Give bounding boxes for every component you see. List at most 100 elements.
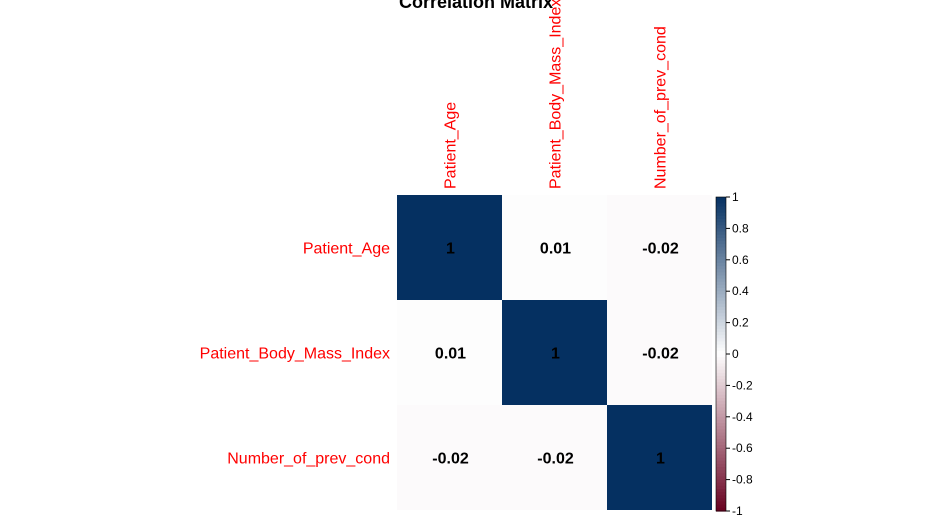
color-legend-tick-label: -0.2	[732, 378, 753, 392]
color-legend-segment	[716, 350, 726, 355]
color-legend-segment	[716, 259, 726, 264]
color-legend-segment	[716, 360, 726, 365]
color-legend-tick-label: 1	[732, 190, 739, 204]
cell-value-1-2: 0.01	[540, 241, 571, 258]
color-legend-segment	[716, 501, 726, 506]
color-legend-segment	[716, 448, 726, 452]
color-legend-segment	[716, 272, 726, 277]
color-legend-segment	[716, 495, 726, 500]
color-legend-segment	[716, 385, 726, 390]
color-legend-segment	[716, 338, 726, 343]
color-legend-segment	[716, 388, 726, 393]
color-legend-segment	[716, 344, 726, 349]
color-legend-segment	[716, 397, 726, 402]
cell-value-2-3: -0.02	[642, 346, 679, 363]
heatmap-cell-2-3	[607, 300, 712, 405]
color-legend-segment	[716, 394, 726, 399]
heatmap-cell-3-1	[397, 405, 502, 510]
color-legend-segment	[716, 454, 726, 459]
color-legend-segment	[716, 244, 726, 248]
color-legend-segment	[716, 266, 726, 270]
color-legend-tick-label: -0.4	[732, 410, 753, 424]
color-legend-segment	[716, 325, 726, 330]
color-legend-segment	[716, 206, 726, 211]
color-legend-segment	[716, 504, 726, 509]
color-legend-segment	[716, 284, 726, 289]
color-legend-segment	[716, 423, 726, 427]
color-legend-segment	[716, 498, 726, 503]
color-legend-segment	[716, 416, 726, 421]
color-legend-segment	[716, 426, 726, 430]
color-legend-segment	[716, 253, 726, 258]
color-legend-segment	[716, 441, 726, 446]
color-legend-segment	[716, 278, 726, 283]
color-legend-segment	[716, 485, 726, 490]
color-legend-segment	[716, 197, 726, 201]
color-legend-segment	[716, 332, 726, 336]
color-legend-segment	[716, 451, 726, 456]
row-label-patient-age: Patient_Age	[303, 241, 390, 258]
color-legend-segment	[716, 404, 726, 408]
color-legend-segment	[716, 225, 726, 229]
color-legend-segment	[716, 369, 726, 374]
color-legend-segment	[716, 410, 726, 415]
color-legend-segment	[716, 306, 726, 311]
color-legend-segment	[716, 479, 726, 484]
color-legend-ticks: 1 0.8 0.6 0.4 0.2 0 -0.2 -0.4 -0.6 -0.8 -1	[726, 190, 753, 518]
color-legend	[715, 196, 727, 512]
heatmap-cell-1-2	[502, 195, 607, 300]
row-label-number-of-prev-cond: Number_of_prev_cond	[227, 451, 390, 468]
color-legend-segment	[716, 209, 726, 214]
color-legend-tick-label: 0.4	[732, 284, 749, 298]
heatmap-cell-1-1	[397, 195, 502, 300]
color-legend-segment	[716, 237, 726, 242]
cell-value-1-3: -0.02	[642, 241, 679, 258]
color-legend-segment	[716, 407, 726, 412]
color-legend-segment	[716, 212, 726, 217]
color-legend-tick-label: 0	[732, 347, 739, 361]
color-legend-segment	[716, 438, 726, 443]
color-legend-segment	[716, 322, 726, 327]
cell-value-3-1: -0.02	[432, 451, 469, 468]
chart-title: Correlation Matrix	[399, 0, 553, 12]
color-legend-segment	[716, 200, 726, 204]
row-label-patient-body-mass-index: Patient_Body_Mass_Index	[200, 346, 390, 363]
color-legend-segment	[716, 492, 726, 496]
cell-value-3-3: 1	[656, 451, 665, 468]
color-legend-segment	[716, 269, 726, 273]
color-legend-segment	[716, 470, 726, 474]
color-legend-segment	[716, 401, 726, 405]
color-legend-segment	[716, 319, 726, 324]
color-legend-segment	[716, 463, 726, 468]
color-legend-segment	[716, 457, 726, 462]
color-legend-tick-label: -0.6	[732, 441, 753, 455]
color-legend-segment	[716, 256, 726, 261]
color-legend-segment	[716, 303, 726, 308]
heatmap-cell-2-2	[502, 300, 607, 405]
column-label-number-of-prev-cond: Number_of_prev_cond	[653, 26, 670, 189]
color-legend-segment	[716, 262, 726, 267]
color-legend-tick-label: 0.8	[732, 221, 749, 235]
color-legend-segment	[716, 379, 726, 383]
color-legend-segment	[716, 300, 726, 305]
color-legend-segment	[716, 375, 726, 380]
color-legend-segment	[716, 294, 726, 299]
color-legend-segment	[716, 363, 726, 368]
color-legend-segment	[716, 250, 726, 255]
color-legend-segment	[716, 335, 726, 339]
color-legend-segment	[716, 432, 726, 437]
color-legend-tick-label: 0.6	[732, 253, 749, 267]
color-legend-segment	[716, 476, 726, 481]
color-legend-segment	[716, 419, 726, 424]
cell-value-1-1: 1	[446, 241, 455, 258]
color-legend-segment	[716, 435, 726, 440]
color-legend-segment	[716, 316, 726, 321]
color-legend-segment	[716, 413, 726, 418]
color-legend-segment	[716, 366, 726, 371]
color-legend-segment	[716, 222, 726, 226]
row-labels: Patient_Age Patient_Body_Mass_Index Number…	[200, 241, 390, 468]
column-label-patient-body-mass-index: Patient_Body_Mass_Index	[548, 0, 565, 189]
color-legend-segment	[716, 234, 726, 239]
color-legend-segment	[716, 445, 726, 449]
